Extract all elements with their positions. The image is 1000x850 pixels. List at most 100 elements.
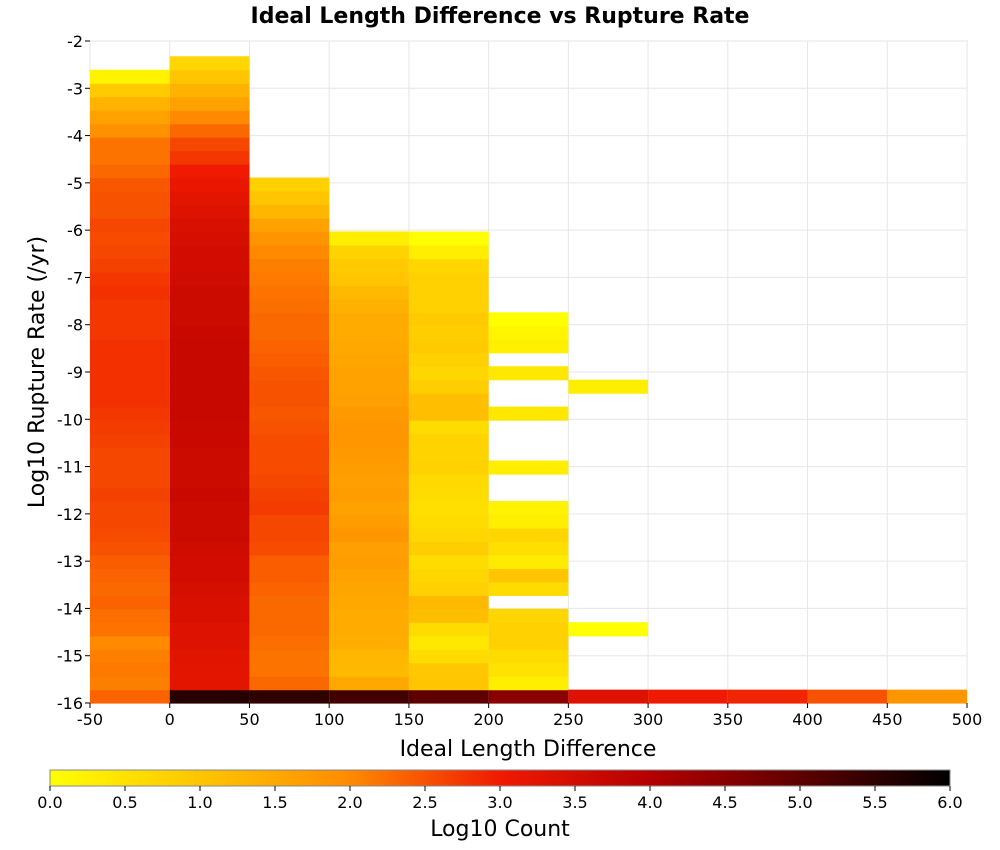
colorbar-tick-label-6: 3.0 [487, 793, 512, 812]
heatmap-cell-0-13 [90, 514, 170, 529]
heatmap-cell-2-26 [249, 339, 330, 354]
heatmap-cell-1-32 [169, 258, 250, 273]
heatmap-cell-3-13 [329, 514, 409, 529]
heatmap-cell-0-26 [90, 339, 170, 354]
heatmap-cell-1-44 [169, 96, 250, 111]
heatmap-cell-0-22 [90, 393, 170, 408]
heatmap-cell-1-39 [169, 164, 250, 179]
colorbar-tick-label-2: 1.0 [187, 793, 212, 812]
heatmap-cell-5-3 [488, 649, 569, 664]
heatmap-cell-5-6 [488, 608, 569, 623]
heatmap-cell-0-34 [90, 231, 170, 246]
heatmap-cell-2-32 [249, 258, 330, 273]
heatmap-cell-4-6 [408, 608, 489, 623]
heatmap-cell-2-34 [249, 231, 330, 246]
heatmap-cell-1-7 [169, 595, 250, 610]
heatmap-cell-4-5 [408, 622, 489, 637]
heatmap-cell-4-24 [408, 366, 489, 381]
heatmap-cell-3-10 [329, 554, 409, 569]
heatmap-cell-2-25 [249, 352, 330, 367]
heatmap-cell-1-13 [169, 514, 250, 529]
heatmap-cell-0-0 [90, 689, 170, 704]
y-tick-label-13: -15 [57, 647, 83, 666]
heatmap-cell-0-35 [90, 217, 170, 233]
heatmap-cell-3-21 [329, 406, 409, 421]
heatmap-cell-1-16 [169, 474, 250, 489]
heatmap-cell-4-34 [408, 231, 489, 246]
heatmap-cell-5-21 [488, 406, 569, 421]
heatmap-cell-0-11 [90, 541, 170, 556]
heatmap-cell-2-8 [249, 581, 330, 596]
heatmap-cell-3-23 [329, 379, 409, 394]
heatmap-cell-3-4 [329, 635, 409, 650]
y-tick-label-11: -13 [57, 552, 83, 571]
heatmap-cell-1-30 [169, 285, 250, 300]
heatmap-cell-2-4 [249, 635, 330, 650]
heatmap-cell-2-35 [249, 217, 330, 233]
heatmap-cell-0-28 [90, 312, 170, 327]
heatmap-cell-1-22 [169, 393, 250, 408]
y-axis-ticks: -2 -3 -4 -5 -6 -7 -8 -9 -10 -11 -12 -13 -14 -15 -16 [57, 32, 90, 713]
colorbar-tick-label-12: 6.0 [937, 793, 962, 812]
heatmap-cell-10-0 [887, 689, 967, 704]
heatmap-cell-0-29 [90, 298, 170, 313]
x-tick-label-3: 100 [314, 710, 345, 729]
colorbar-tick-label-10: 5.0 [787, 793, 812, 812]
heatmap-cell-0-37 [90, 191, 170, 206]
heatmap-cell-6-23 [568, 379, 649, 394]
heatmap-cell-0-10 [90, 554, 170, 569]
y-tick-label-4: -6 [67, 221, 83, 240]
heatmap-cell-0-20 [90, 420, 170, 435]
heatmap-cell-1-42 [169, 123, 250, 138]
heatmap-cell-1-12 [169, 527, 250, 542]
heatmap-cell-0-24 [90, 366, 170, 381]
heatmap-cell-0-36 [90, 204, 170, 219]
heatmap-cell-5-8 [488, 581, 569, 596]
heatmap-cell-3-8 [329, 581, 409, 596]
heatmap-cell-0-15 [90, 487, 170, 502]
heatmap-cell-1-38 [169, 177, 250, 192]
chart-title: Ideal Length Difference vs Rupture Rate [251, 4, 750, 29]
heatmap-cell-4-20 [408, 420, 489, 435]
heatmap-cell-5-17 [488, 460, 569, 475]
heatmap-cell-1-14 [169, 500, 250, 516]
heatmap-cell-1-27 [169, 325, 250, 340]
heatmap-cell-4-32 [408, 258, 489, 273]
heatmap-cell-2-15 [249, 487, 330, 502]
heatmap-cell-5-1 [488, 676, 569, 691]
heatmap-cell-4-28 [408, 312, 489, 327]
heatmap-cell-0-9 [90, 568, 170, 583]
x-axis-label: Ideal Length Difference [400, 737, 657, 762]
heatmap-cell-3-29 [329, 298, 409, 313]
heatmap-cell-1-15 [169, 487, 250, 502]
x-tick-label-9: 400 [792, 710, 823, 729]
heatmap-cell-4-0 [408, 689, 489, 704]
y-tick-label-9: -11 [57, 458, 83, 477]
heatmap-cell-6-5 [568, 622, 649, 637]
heatmap-cell-1-5 [169, 622, 250, 637]
y-tick-label-2: -4 [67, 127, 83, 146]
heatmap-cell-1-26 [169, 339, 250, 354]
heatmap-cell-3-20 [329, 420, 409, 435]
heatmap-cells [90, 56, 967, 704]
heatmap-cell-0-42 [90, 123, 170, 138]
heatmap-cell-1-24 [169, 366, 250, 381]
heatmap-cell-3-0 [329, 689, 409, 704]
y-tick-label-12: -14 [57, 599, 83, 618]
heatmap-cell-4-16 [408, 474, 489, 489]
heatmap-cell-1-19 [169, 433, 250, 448]
heatmap-cell-1-33 [169, 244, 250, 259]
heatmap-cell-3-24 [329, 366, 409, 381]
heatmap-cell-2-5 [249, 622, 330, 637]
heatmap-cell-3-2 [329, 662, 409, 677]
heatmap-cell-1-41 [169, 137, 250, 152]
heatmap-cell-3-1 [329, 676, 409, 691]
heatmap-cell-0-25 [90, 352, 170, 367]
heatmap-cell-5-9 [488, 568, 569, 583]
heatmap-cell-3-28 [329, 312, 409, 327]
heatmap-cell-2-18 [249, 447, 330, 462]
heatmap-cell-3-6 [329, 608, 409, 623]
heatmap-cell-5-26 [488, 339, 569, 354]
heatmap-cell-5-28 [488, 312, 569, 327]
